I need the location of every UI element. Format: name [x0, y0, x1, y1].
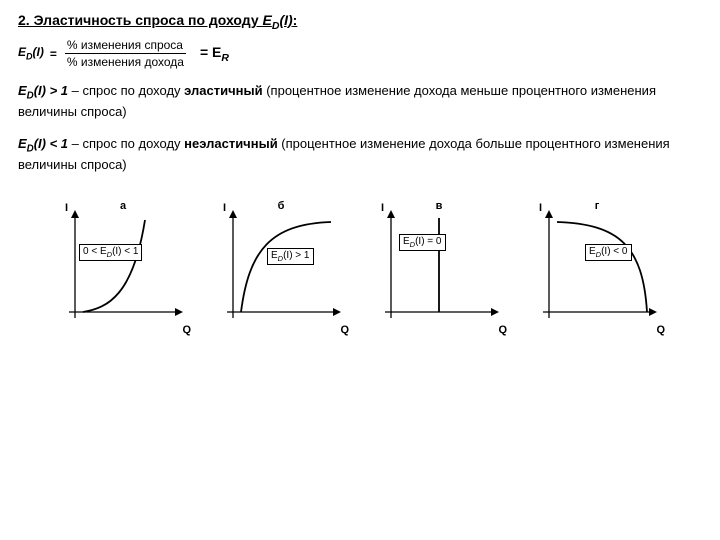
heading-colon: :: [293, 12, 298, 28]
graph-b-xaxis-label: Q: [340, 324, 349, 336]
formula-lhs-arg: (I): [33, 45, 44, 59]
graph-c-yaxis-label: I: [381, 202, 384, 214]
graph-d-curve: [557, 222, 647, 312]
formula: ED(I) = % изменения спроса % изменения д…: [18, 38, 702, 70]
graph-c-yarrow: [387, 210, 395, 218]
formula-after: = ER: [200, 44, 229, 64]
graph-d-xarrow: [649, 308, 657, 316]
heading-e: E: [263, 12, 272, 28]
graph-c: в I Q ED(I) = 0: [369, 200, 509, 340]
graph-c-xarrow: [491, 308, 499, 316]
cond1-lead: ED(I) > 1: [18, 83, 72, 98]
graph-a-yarrow: [71, 210, 79, 218]
cond1-type: эластичный: [184, 83, 262, 98]
section-heading: 2. Эластичность спроса по доходу ED(I):: [18, 12, 702, 32]
formula-lhs: ED(I): [18, 45, 44, 61]
condition-inelastic: ED(I) < 1 – спрос по доходу неэластичный…: [18, 135, 702, 174]
cond2-type: неэластичный: [184, 136, 278, 151]
formula-rhs-sub: R: [221, 52, 229, 64]
graph-d-yarrow: [545, 210, 553, 218]
graph-b-yarrow: [229, 210, 237, 218]
cond1-sub: D: [27, 90, 34, 101]
graph-d-badge: ED(I) < 0: [585, 244, 632, 261]
formula-eq2: =: [200, 44, 208, 60]
formula-den: % изменения дохода: [65, 54, 186, 69]
graph-a-badge: 0 < ED(I) < 1: [79, 244, 142, 261]
formula-lhs-e: E: [18, 45, 26, 59]
graphs-row: а I Q 0 < ED(I) < 1 б I Q ED(I) > 1 в: [18, 200, 702, 340]
graph-b: б I Q ED(I) > 1: [211, 200, 351, 340]
condition-elastic: ED(I) > 1 – спрос по доходу эластичный (…: [18, 82, 702, 121]
heading-prefix: 2. Эластичность спроса по доходу: [18, 12, 263, 28]
cond1-arg: (I) > 1: [34, 83, 68, 98]
graph-b-yaxis-label: I: [223, 202, 226, 214]
heading-arg: (I): [279, 12, 292, 28]
graph-b-svg: [211, 200, 351, 340]
cond1-e: E: [18, 83, 27, 98]
graph-a-yaxis-label: I: [65, 202, 68, 214]
graph-b-label: б: [278, 200, 285, 212]
graph-d: г I Q ED(I) < 0: [527, 200, 667, 340]
graph-a: а I Q 0 < ED(I) < 1: [53, 200, 193, 340]
formula-rhs-e: E: [208, 44, 221, 60]
cond2-sub: D: [27, 144, 34, 155]
cond1-dash: – спрос по доходу: [72, 83, 185, 98]
cond2-e: E: [18, 136, 27, 151]
cond2-arg: (I) < 1: [34, 136, 68, 151]
graph-b-curve: [241, 222, 331, 312]
formula-eq1: =: [50, 47, 57, 61]
graph-c-xaxis-label: Q: [498, 324, 507, 336]
graph-a-curve: [83, 220, 145, 312]
graph-b-xarrow: [333, 308, 341, 316]
graph-d-svg: [527, 200, 667, 340]
formula-num: % изменения спроса: [65, 38, 186, 54]
graph-a-label: а: [120, 200, 126, 212]
graph-b-badge: ED(I) > 1: [267, 248, 314, 265]
graph-d-xaxis-label: Q: [656, 324, 665, 336]
formula-fraction: % изменения спроса % изменения дохода: [65, 38, 186, 70]
graph-c-label: в: [436, 200, 443, 212]
graph-a-xarrow: [175, 308, 183, 316]
graph-a-xaxis-label: Q: [182, 324, 191, 336]
graph-c-svg: [369, 200, 509, 340]
cond2-lead: ED(I) < 1: [18, 136, 72, 151]
graph-d-yaxis-label: I: [539, 202, 542, 214]
cond2-dash: – спрос по доходу: [72, 136, 185, 151]
graph-c-badge: ED(I) = 0: [399, 234, 446, 251]
graph-d-label: г: [595, 200, 600, 212]
graph-a-svg: [53, 200, 193, 340]
